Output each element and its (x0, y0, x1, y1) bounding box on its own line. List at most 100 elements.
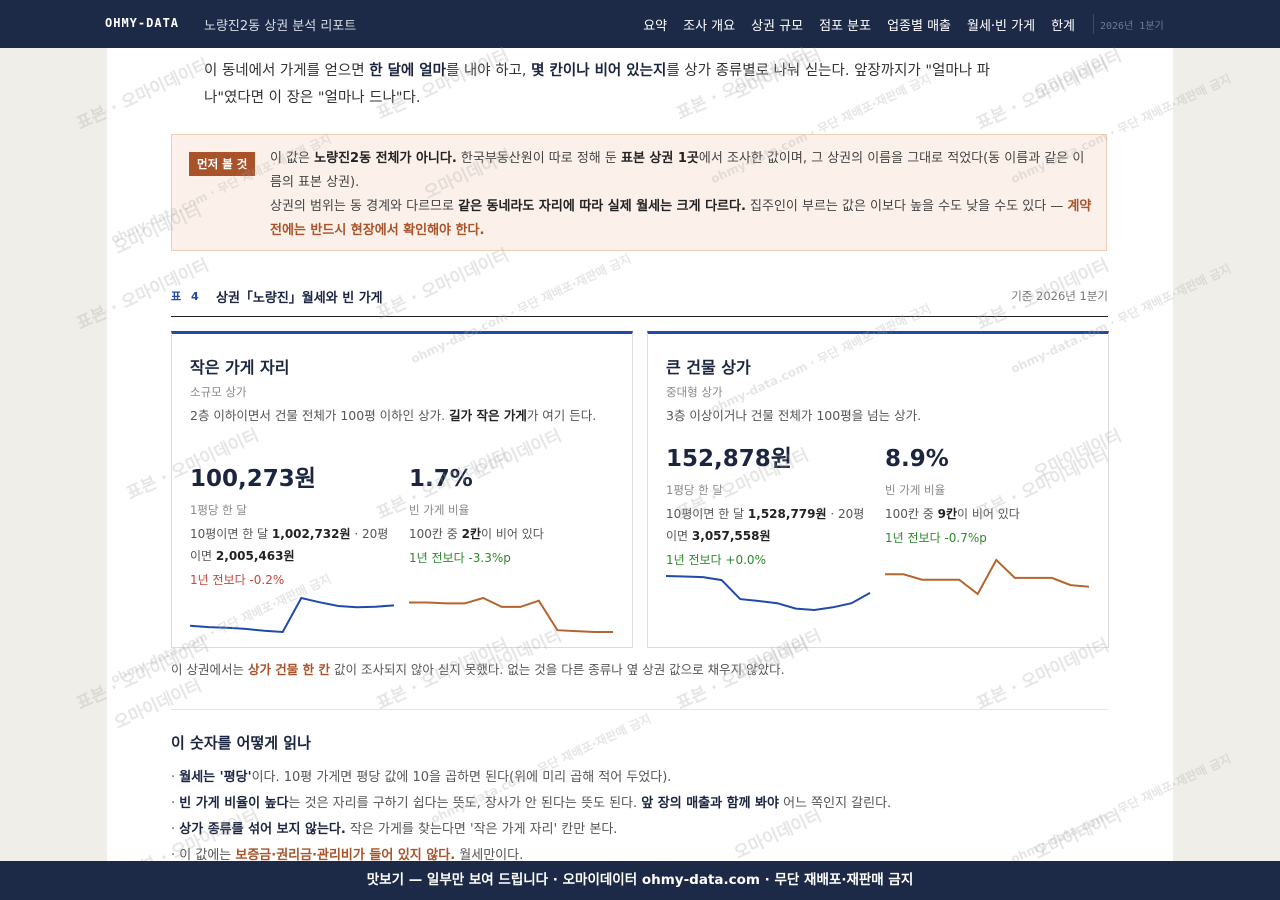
detail-text: 100칸 중 (409, 527, 462, 541)
notice-text: 한국부동산원이 따로 정해 둔 (456, 151, 621, 166)
top-nav: 요약 조사 개요 상권 규모 점포 분포 업종별 매출 월세·빈 가게 한계 (643, 15, 1075, 34)
rent-value: 152,878원 (666, 446, 792, 472)
notice-line: 상권의 범위는 동 경계와 다르므로 같은 동네라도 자리에 따라 실제 월세는… (270, 195, 1092, 243)
card-large-building: 큰 건물 상가 중대형 상가 3층 이상이거나 건물 전체가 100평을 넘는 … (647, 331, 1109, 648)
period-label: 2026년 1분기 (1100, 21, 1164, 32)
card-description: 3층 이상이거나 건물 전체가 100평을 넘는 상가. (666, 406, 1086, 426)
rent-change: 1년 전보다 -0.2% (190, 573, 285, 587)
item-text: 작은 가게를 찾는다면 '작은 가게 자리' 칸만 본다. (345, 822, 618, 837)
report-title: 노량진2동 상권 분석 리포트 (204, 19, 357, 34)
item-emphasis: 월세는 '평당' (179, 770, 252, 785)
vacancy-metric: 8.9% 빈 가게 비율 100칸 중 9칸이 비어 있다 1년 전보다 -0.… (885, 444, 1090, 546)
notice-body: 이 값은 노량진2동 전체가 아니다. 한국부동산원이 따로 정해 둔 표본 상… (270, 147, 1092, 243)
notice-warning: 계약 전에는 반드시 현장에서 확인해야 한다. (270, 199, 1092, 238)
notice-text: 이 값은 (270, 151, 315, 166)
nav-item-overview[interactable]: 조사 개요 (683, 19, 736, 34)
item-emphasis: 앞 장의 매출과 함께 봐야 (641, 796, 779, 811)
list-item: · 상가 종류를 섞어 보지 않는다. 작은 가게를 찾는다면 '작은 가게 자… (171, 822, 618, 837)
notice-text: 상권의 범위는 동 경계와 다르므로 (270, 199, 459, 214)
vacancy-detail: 100칸 중 2칸이 비어 있다 (409, 523, 614, 545)
sparkline-line (409, 596, 613, 633)
rent-detail: 10평이면 한 달 1,528,779원 · 20평이면 3,057,558원 (666, 503, 871, 547)
list-item: · 이 값에는 보증금·권리금·관리비가 들어 있지 않다. 월세만이다. (171, 848, 524, 861)
report-page: 이 동네에서 가게를 얻으면 한 달에 얼마를 내야 하고, 몇 칸이나 비어 … (107, 48, 1173, 861)
intro-text: 를 상가 종류별로 나눠 싣는다. 앞장까지가 "얼마나 파나"였다면 이 장은… (204, 63, 991, 106)
nav-item-sales[interactable]: 업종별 매출 (887, 19, 951, 34)
table-title: 상권「노량진」월세와 빈 가게 (216, 291, 383, 306)
detail-value: 2,005,463원 (215, 549, 295, 563)
table-number: 표 4 (171, 290, 202, 303)
detail-value: 3,057,558원 (691, 529, 771, 543)
card-small-store: 작은 가게 자리 소규모 상가 2층 이하이면서 건물 전체가 100평 이하인… (171, 331, 633, 648)
item-text: 이다. 10평 가게면 평당 값에 10을 곱하면 된다(위에 미리 곱해 적어… (251, 770, 672, 785)
rent-value: 100,273원 (190, 466, 316, 492)
detail-text: · 20평이면 (190, 527, 389, 563)
item-text: 는 것은 자리를 구하기 쉽다는 뜻도, 장사가 안 된다는 뜻도 된다. (288, 796, 642, 811)
desc-text: 2층 이하이면서 건물 전체가 100평 이하인 상가. (190, 408, 450, 423)
desc-text: 가 여기 든다. (526, 408, 597, 423)
intro-emphasis: 한 달에 얼마 (369, 63, 446, 79)
detail-value: 1,528,779원 (747, 507, 827, 521)
notice-emphasis: 표본 상권 1곳 (620, 151, 699, 166)
notice-tag: 먼저 볼 것 (189, 152, 256, 176)
how-to-read-title: 이 숫자를 어떻게 읽나 (171, 734, 311, 752)
intro-emphasis: 몇 칸이나 비어 있는지 (531, 63, 667, 79)
sparkline-line (885, 558, 1090, 596)
rent-sparkline (190, 596, 395, 634)
item-text: 월세만이다. (455, 848, 524, 861)
vacancy-value: 1.7% (409, 466, 473, 492)
detail-text: 이 비어 있다 (481, 527, 544, 541)
detail-text: · 20평이면 (666, 507, 865, 543)
top-bar: OHMY-DATA 노량진2동 상권 분석 리포트 요약 조사 개요 상권 규모… (0, 0, 1280, 48)
table-header: 표 4 상권「노량진」월세와 빈 가게 기준 2026년 1분기 (171, 288, 1108, 317)
table-note: 이 상권에서는 상가 건물 한 칸 값이 조사되지 않아 싣지 못했다. 없는 … (171, 659, 785, 678)
detail-value: 9칸 (937, 507, 958, 521)
footer-banner: 맛보기 — 일부만 보여 드립니다 · 오마이데이터 ohmy-data.com… (0, 861, 1280, 900)
sparkline-line (666, 575, 871, 612)
detail-text: 100칸 중 (885, 507, 938, 521)
rent-detail: 10평이면 한 달 1,002,732원 · 20평이면 2,005,463원 (190, 523, 395, 567)
item-text: 이 값에는 (179, 848, 236, 861)
section-intro: 이 동네에서 가게를 얻으면 한 달에 얼마를 내야 하고, 몇 칸이나 비어 … (204, 58, 1004, 112)
vacancy-change: 1년 전보다 -0.7%p (885, 531, 987, 545)
rent-metric: 100,273원 1평당 한 달 10평이면 한 달 1,002,732원 · … (190, 464, 395, 588)
rent-sparkline (666, 575, 871, 612)
intro-text: 를 내야 하고, (445, 63, 532, 79)
nav-item-limits[interactable]: 한계 (1051, 19, 1075, 34)
nav-item-rent-vacancy[interactable]: 월세·빈 가게 (967, 19, 1036, 34)
desc-emphasis: 길가 작은 가게 (449, 408, 527, 423)
vacancy-caption: 빈 가게 비율 (409, 503, 470, 517)
detail-text: 10평이면 한 달 (190, 527, 272, 541)
how-to-read-list: · 월세는 '평당'이다. 10평 가게면 평당 값에 10을 곱하면 된다(위… (171, 765, 1111, 861)
item-emphasis: 빈 가게 비율이 높다 (179, 796, 289, 811)
vacancy-value: 8.9% (885, 446, 949, 472)
nav-item-stores[interactable]: 점포 분포 (819, 19, 872, 34)
vacancy-sparkline (885, 558, 1090, 596)
nav-divider (1093, 14, 1094, 34)
nav-item-summary[interactable]: 요약 (643, 19, 668, 34)
detail-value: 2칸 (461, 527, 482, 541)
desc-text: 3층 이상이거나 건물 전체가 100평을 넘는 상가. (666, 408, 922, 423)
rent-caption: 1평당 한 달 (666, 483, 723, 497)
note-text: 값이 조사되지 않아 싣지 못했다. 없는 것을 다른 종류나 옆 상권 값으로… (330, 662, 785, 677)
note-text: 이 상권에서는 (171, 662, 248, 677)
card-title: 작은 가게 자리 (190, 358, 290, 377)
detail-text: 이 비어 있다 (957, 507, 1020, 521)
item-text: 어느 쪽인지 갈린다. (778, 796, 892, 811)
card-subtitle: 소규모 상가 (190, 385, 247, 399)
nav-item-scale[interactable]: 상권 규모 (751, 19, 804, 34)
rent-metric: 152,878원 1평당 한 달 10평이면 한 달 1,528,779원 · … (666, 444, 871, 568)
notice-text: 집주인이 부르는 값은 이보다 높을 수도 낮을 수도 있다 — (745, 199, 1068, 214)
vacancy-metric: 1.7% 빈 가게 비율 100칸 중 2칸이 비어 있다 1년 전보다 -3.… (409, 464, 614, 566)
item-warning: 보증금·권리금·관리비가 들어 있지 않다. (235, 848, 456, 861)
brand-logo[interactable]: OHMY-DATA (105, 16, 180, 30)
sparkline-line (190, 596, 395, 634)
list-item: · 빈 가게 비율이 높다는 것은 자리를 구하기 쉽다는 뜻도, 장사가 안 … (171, 796, 892, 811)
detail-value: 1,002,732원 (271, 527, 351, 541)
card-subtitle: 중대형 상가 (666, 385, 723, 399)
vacancy-change: 1년 전보다 -3.3%p (409, 551, 511, 565)
notice-box: 먼저 볼 것 이 값은 노량진2동 전체가 아니다. 한국부동산원이 따로 정해… (171, 134, 1107, 251)
vacancy-detail: 100칸 중 9칸이 비어 있다 (885, 503, 1090, 525)
notice-emphasis: 노량진2동 전체가 아니다. (314, 151, 457, 166)
intro-text: 이 동네에서 가게를 얻으면 (204, 63, 370, 79)
